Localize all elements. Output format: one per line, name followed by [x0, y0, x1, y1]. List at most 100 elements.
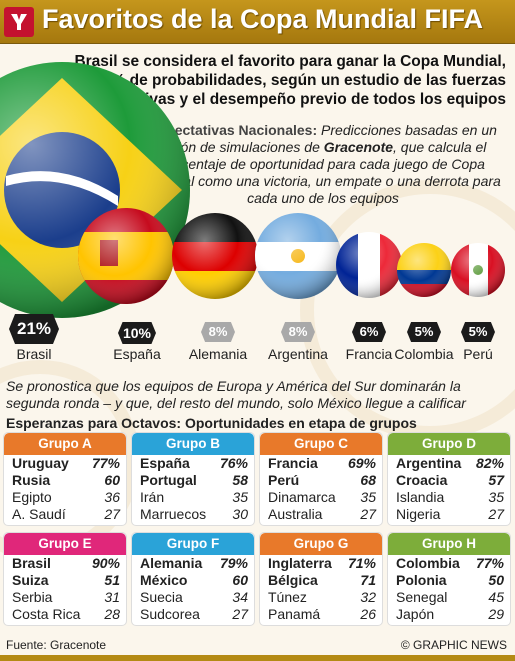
- team-name: Japón: [396, 606, 435, 622]
- team-probability: 79%: [219, 555, 248, 571]
- group-card: Grupo C Francia 69% Perú 68 Dinamarca 35 Austra…: [260, 433, 382, 525]
- group-team-row: Alemania 79%: [132, 555, 254, 572]
- group-team-row: Suiza 51: [4, 572, 126, 589]
- favorite-pct-badge: 10%: [118, 322, 156, 344]
- group-team-row: Croacia 57: [388, 472, 510, 489]
- group-team-row: Nigeria 27: [388, 506, 510, 523]
- logo-icon: [11, 14, 27, 30]
- favorite-country-name: Perú: [463, 346, 493, 362]
- team-name: Nigeria: [396, 506, 441, 522]
- team-name: Alemania: [140, 555, 203, 571]
- team-name: Australia: [268, 506, 323, 522]
- group-team-row: Rusia 60: [4, 472, 126, 489]
- group-header: Grupo E: [4, 533, 126, 555]
- team-name: Brasil: [12, 555, 51, 571]
- gracenote-brand: Gracenote: [323, 139, 394, 155]
- team-probability: 90%: [91, 555, 120, 571]
- team-name: Suiza: [12, 572, 49, 588]
- team-probability: 50: [488, 572, 504, 588]
- team-name: Portugal: [140, 472, 197, 488]
- team-probability: 27: [104, 506, 120, 522]
- favorite-pct-badge: 5%: [461, 322, 495, 342]
- team-probability: 26: [360, 606, 376, 622]
- group-card: Grupo D Argentina 82% Croacia 57 Islandia 35 Ni…: [388, 433, 510, 525]
- team-name: Serbia: [12, 589, 53, 605]
- team-probability: 71%: [347, 555, 376, 571]
- team-name: Perú: [268, 472, 300, 488]
- group-team-row: Sudcorea 27: [132, 606, 254, 623]
- team-name: Egipto: [12, 489, 52, 505]
- team-probability: 36: [104, 489, 120, 505]
- team-name: Dinamarca: [268, 489, 336, 505]
- group-team-row: Uruguay 77%: [4, 455, 126, 472]
- prediction-text: Se pronostica que los equipos de Europa …: [6, 378, 466, 411]
- group-team-row: Brasil 90%: [4, 555, 126, 572]
- team-probability: 35: [360, 489, 376, 505]
- team-probability: 29: [488, 606, 504, 622]
- team-name: Bélgica: [268, 572, 318, 588]
- group-team-row: Senegal 45: [388, 589, 510, 606]
- team-name: Croacia: [396, 472, 448, 488]
- group-team-row: Irán 35: [132, 489, 254, 506]
- team-probability: 35: [488, 489, 504, 505]
- team-probability: 27: [232, 606, 248, 622]
- group-team-row: Egipto 36: [4, 489, 126, 506]
- group-team-row: Marruecos 30: [132, 506, 254, 523]
- group-team-row: Costa Rica 28: [4, 606, 126, 623]
- group-header: Grupo F: [132, 533, 254, 555]
- group-header: Grupo C: [260, 433, 382, 455]
- expectations-body-a: Predicciones basadas en un millón de sim…: [159, 122, 497, 155]
- group-team-row: Bélgica 71: [260, 572, 382, 589]
- team-name: Argentina: [396, 455, 462, 471]
- group-team-row: Colombia 77%: [388, 555, 510, 572]
- group-header: Grupo H: [388, 533, 510, 555]
- favorite-pct-badge: 5%: [407, 322, 441, 342]
- title-bar: Favoritos de la Copa Mundial FIFA: [0, 0, 515, 44]
- group-header: Grupo G: [260, 533, 382, 555]
- group-card: Grupo B España 76% Portugal 58 Irán 35 Marrueco…: [132, 433, 254, 525]
- group-team-row: España 76%: [132, 455, 254, 472]
- team-probability: 77%: [91, 455, 120, 471]
- team-name: Irán: [140, 489, 165, 505]
- team-probability: 27: [360, 506, 376, 522]
- team-name: Marruecos: [140, 506, 207, 522]
- team-name: Senegal: [396, 589, 448, 605]
- credit-note: © GRAPHIC NEWS: [400, 638, 507, 652]
- favorite-country-name: Brasil: [16, 346, 52, 362]
- team-name: Panamá: [268, 606, 321, 622]
- source-note: Fuente: Gracenote: [6, 638, 107, 652]
- team-probability: 34: [232, 589, 248, 605]
- group-team-row: Inglaterra 71%: [260, 555, 382, 572]
- esperanzas-title: Esperanzas para Octavos:: [6, 415, 182, 431]
- team-probability: 32: [360, 589, 376, 605]
- team-name: Rusia: [12, 472, 51, 488]
- group-team-row: A. Saudí 27: [4, 506, 126, 523]
- team-name: Sudcorea: [140, 606, 200, 622]
- team-probability: 69%: [347, 455, 376, 471]
- group-team-row: Túnez 32: [260, 589, 382, 606]
- group-team-row: Polonia 50: [388, 572, 510, 589]
- team-probability: 51: [104, 572, 120, 588]
- intro-text: Brasil se considera el favorito para gan…: [62, 53, 506, 108]
- team-probability: 60: [104, 472, 120, 488]
- group-team-row: Panamá 26: [260, 606, 382, 623]
- team-name: España: [140, 455, 190, 471]
- team-name: Francia: [268, 455, 318, 471]
- group-team-row: Japón 29: [388, 606, 510, 623]
- group-team-row: Serbia 31: [4, 589, 126, 606]
- group-header: Grupo B: [132, 433, 254, 455]
- group-header: Grupo D: [388, 433, 510, 455]
- group-card: Grupo E Brasil 90% Suiza 51 Serbia 31 Costa Ric…: [4, 533, 126, 625]
- footer-bar: [0, 655, 515, 661]
- team-name: Uruguay: [12, 455, 69, 471]
- group-team-row: Dinamarca 35: [260, 489, 382, 506]
- team-name: Colombia: [396, 555, 460, 571]
- favorite-country-name: Argentina: [268, 346, 328, 362]
- team-probability: 77%: [475, 555, 504, 571]
- group-team-row: Islandia 35: [388, 489, 510, 506]
- team-probability: 57: [488, 472, 504, 488]
- group-team-row: Argentina 82%: [388, 455, 510, 472]
- team-name: Suecia: [140, 589, 183, 605]
- group-card: Grupo G Inglaterra 71% Bélgica 71 Túnez 32 Pana…: [260, 533, 382, 625]
- team-probability: 27: [488, 506, 504, 522]
